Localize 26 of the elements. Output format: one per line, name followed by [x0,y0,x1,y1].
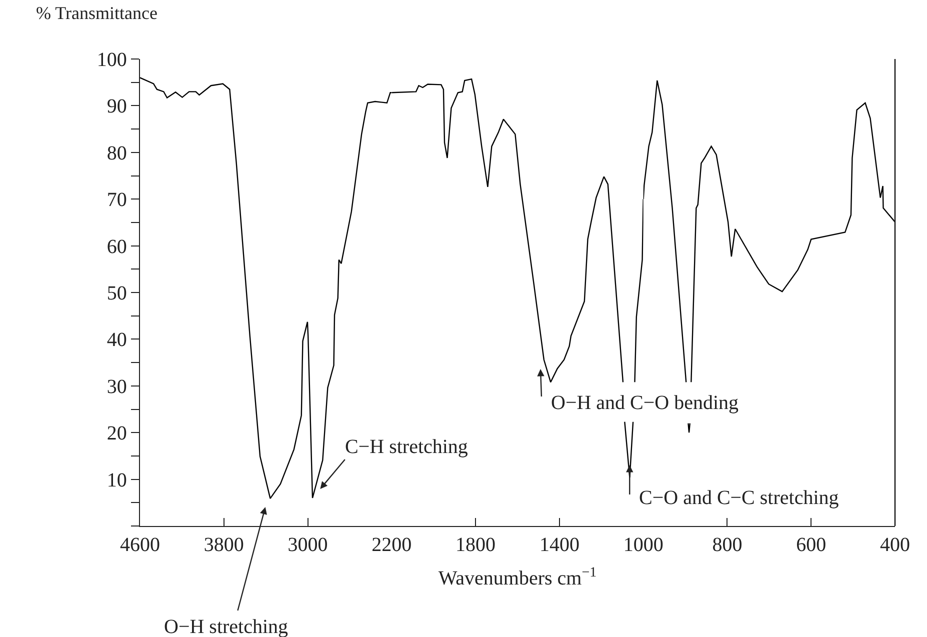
x-tick-label: 400 [880,534,910,556]
y-tick-label: 20 [106,422,127,445]
y-tick-label: 40 [106,329,127,352]
y-tick-label: 80 [106,142,127,164]
annotation: C−H stretching [345,436,468,458]
y-tick-label: 30 [106,376,127,398]
x-tick-label: 2200 [372,534,412,556]
y-tick-label: 70 [106,189,127,212]
y-tick-label: 60 [106,236,127,258]
x-tick-label: 1400 [539,534,580,556]
x-tick-label: 1800 [456,534,496,556]
x-axis-title: Wavenumbers cm$^{−1}$ [438,565,597,590]
x-tick-label: 3800 [204,534,244,556]
x-tick-label: 600 [796,534,826,556]
x-tick-label: 1000 [623,534,664,556]
y-tick-label: 50 [106,282,127,304]
annotation: O−H and C−O bending [551,392,739,414]
text: O−H stretching [164,616,288,637]
x-tick-label: 3000 [288,534,328,556]
y-tick-label: 10 [106,469,127,492]
y-axis-title: % Transmittance [36,3,158,23]
x-tick-label: 800 [712,534,742,556]
x-tick-label: 4600 [120,534,160,556]
annotation: C−O and C−C stretching [639,487,839,509]
y-tick-label: 100 [96,49,127,71]
y-tick-label: 90 [106,96,127,118]
